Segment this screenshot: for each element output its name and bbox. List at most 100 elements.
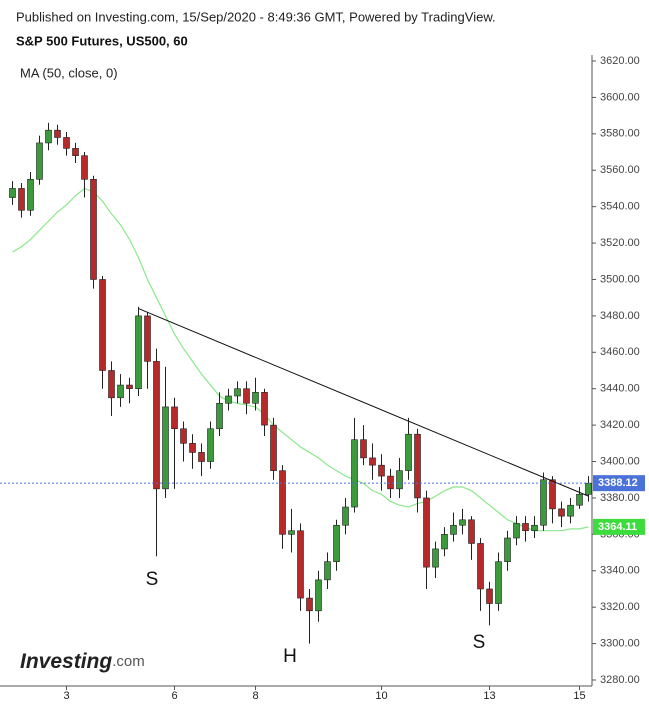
candle-body — [513, 523, 520, 539]
candle-body — [180, 428, 187, 444]
ma-price-tag-box — [593, 518, 645, 535]
y-tick-label: 3400.00 — [600, 455, 640, 467]
candle-body — [468, 519, 475, 544]
subtitle: Published on Investing.com, 15/Sep/2020 … — [16, 9, 496, 24]
ma-line — [12, 187, 589, 532]
candle-body — [216, 402, 223, 430]
x-tick-label: 3 — [63, 690, 69, 702]
candle-body — [495, 561, 502, 604]
candle-body — [252, 392, 259, 404]
candle-body — [207, 428, 214, 462]
x-tick-label: 13 — [483, 690, 495, 702]
candle-body — [108, 370, 115, 399]
candle-body — [531, 524, 538, 532]
candle-body — [333, 524, 340, 562]
pattern-label: S — [146, 569, 159, 590]
candle-body — [414, 433, 421, 499]
last-price-tag: 3388.12 — [598, 477, 638, 489]
x-tick-label: 10 — [375, 690, 387, 702]
candle-body — [162, 406, 169, 490]
candle-body — [585, 482, 592, 495]
candle-body — [144, 315, 151, 362]
x-tick-label: 8 — [252, 690, 258, 702]
candle-body — [477, 543, 484, 590]
candle-body — [567, 504, 574, 517]
y-tick-label: 3460.00 — [600, 346, 640, 358]
candle-body — [288, 530, 295, 535]
pattern-label: S — [473, 632, 486, 653]
pattern-label: H — [283, 646, 297, 667]
ma-price-tag: 3364.11 — [598, 521, 637, 533]
candle-body — [441, 534, 448, 550]
y-tick-label: 3520.00 — [600, 237, 640, 249]
y-tick-label: 3420.00 — [600, 419, 640, 431]
brand-suffix: .com — [112, 653, 145, 670]
candle-body — [243, 388, 250, 404]
candle-body — [387, 475, 394, 490]
candle-body — [558, 508, 565, 517]
candle-body — [45, 129, 52, 144]
candle-body — [306, 597, 313, 612]
y-tick-label: 3380.00 — [600, 492, 640, 504]
candle-body — [279, 470, 286, 535]
candle-body — [423, 497, 430, 568]
y-tick-label: 3560.00 — [600, 164, 640, 176]
candle-body — [9, 188, 16, 198]
candle-body — [63, 137, 70, 149]
candle-body — [18, 188, 25, 211]
trendline — [138, 308, 589, 497]
chart-title: S&P 500 Futures, US500, 60 — [16, 33, 188, 48]
candle-body — [360, 439, 367, 459]
y-tick-label: 3480.00 — [600, 310, 640, 322]
candle-body — [270, 424, 277, 471]
y-tick-label: 3440.00 — [600, 383, 640, 395]
candle-body — [54, 129, 61, 138]
candle-body — [522, 523, 529, 532]
y-tick-label: 3600.00 — [600, 91, 640, 103]
candle-body — [369, 457, 376, 466]
candle-body — [117, 384, 124, 399]
candle-body — [225, 395, 232, 404]
candle-body — [153, 361, 160, 490]
candle-body — [405, 433, 412, 471]
candle-body — [81, 155, 88, 180]
brand-name: Investing — [20, 650, 112, 673]
indicator-label: MA (50, close, 0) — [20, 65, 118, 80]
y-tick-label: 3300.00 — [600, 637, 640, 649]
candle-body — [486, 588, 493, 604]
y-tick-label: 3540.00 — [600, 201, 640, 213]
candle-body — [342, 506, 349, 526]
candle-body — [261, 392, 268, 426]
y-tick-label: 3320.00 — [600, 601, 640, 613]
candle-body — [432, 548, 439, 568]
candle-body — [351, 439, 358, 508]
candle-body — [72, 148, 79, 156]
candle-body — [396, 470, 403, 490]
y-tick-label: 3580.00 — [600, 128, 640, 140]
y-tick-label: 3280.00 — [600, 674, 640, 686]
candle-body — [459, 519, 466, 526]
y-tick-label: 3500.00 — [600, 273, 640, 285]
candle-body — [135, 315, 142, 390]
candle-body — [90, 179, 97, 280]
y-tick-label: 3340.00 — [600, 565, 640, 577]
candle-body — [378, 464, 385, 477]
candle-body — [126, 384, 133, 390]
candle-body — [324, 561, 331, 581]
y-tick-label: 3620.00 — [600, 55, 640, 67]
candle-body — [99, 279, 106, 371]
candle-body — [549, 479, 556, 510]
x-tick-label: 15 — [573, 690, 585, 702]
candle-body — [450, 524, 457, 535]
candle-body — [198, 452, 205, 462]
brand: Investing.com — [20, 650, 145, 673]
candle-body — [576, 493, 583, 506]
candle-body — [297, 530, 304, 599]
candle-body — [504, 537, 511, 562]
candle-body — [540, 479, 547, 526]
candle-body — [189, 443, 196, 453]
candle-body — [234, 388, 241, 397]
x-tick-label: 6 — [171, 690, 177, 702]
candle-body — [27, 179, 34, 211]
